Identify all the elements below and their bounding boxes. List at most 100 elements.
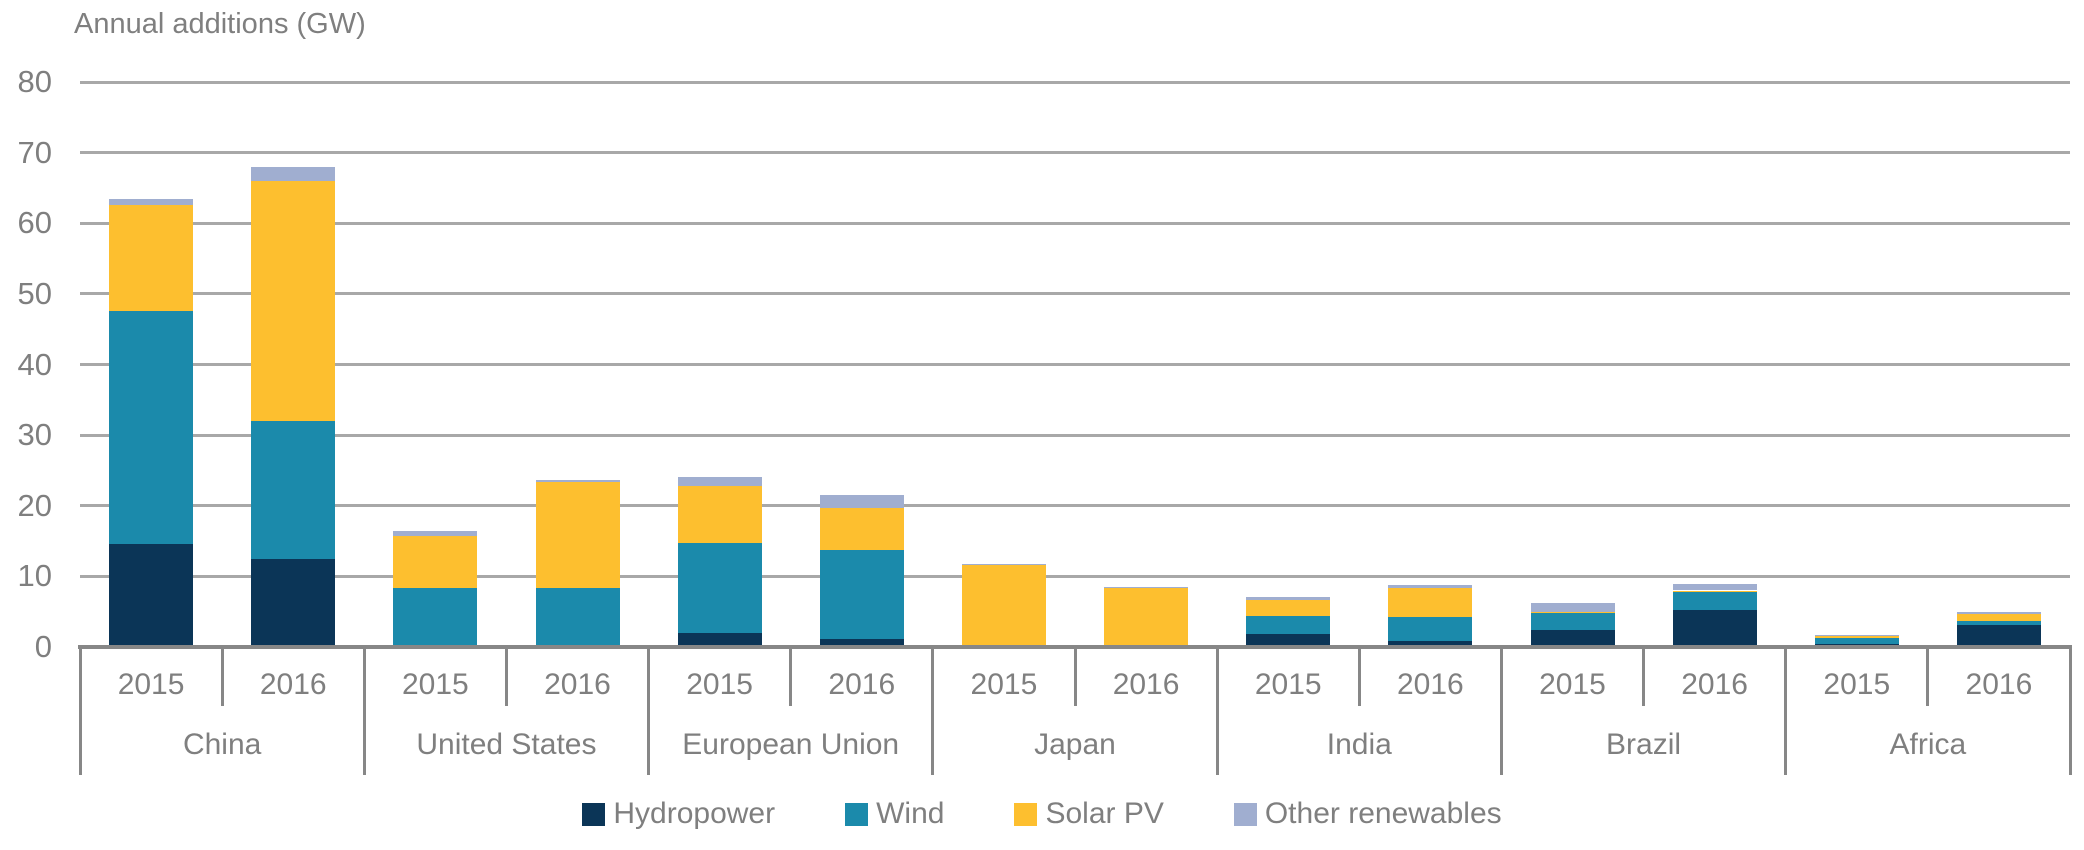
bar-segment-solar-pv: [251, 180, 336, 421]
bar-segment-other-renewables: [1814, 634, 1899, 636]
x-year-label: 2016: [1965, 668, 2033, 701]
bar-segment-other-renewables: [1672, 584, 1757, 591]
legend-swatch-hydropower: [582, 802, 606, 826]
bar-segment-wind: [677, 543, 762, 633]
year-separator-tick: [220, 647, 224, 706]
x-year-label: 2015: [1539, 668, 1606, 701]
bar-segment-other-renewables: [109, 198, 194, 205]
region-separator-tick: [647, 647, 651, 775]
x-region-label: United States: [416, 728, 597, 761]
bar-segment-solar-pv: [677, 485, 762, 544]
x-year-label: 2015: [970, 668, 1038, 701]
bar-segment-solar-pv: [109, 204, 194, 311]
bar-segment-wind: [1388, 616, 1473, 641]
x-region-label: European Union: [682, 728, 900, 761]
bar-segment-other-renewables: [251, 166, 336, 181]
bar-segment-other-renewables: [1956, 612, 2041, 614]
y-tick-label: 20: [17, 487, 52, 523]
bar-segment-wind: [1814, 637, 1899, 645]
bar-segment-other-renewables: [819, 495, 904, 508]
bar-segment-hydropower: [1388, 640, 1473, 647]
legend: Hydropower Wind Solar PV Other renewables: [0, 797, 2084, 831]
x-year-label: 2015: [1823, 668, 1891, 701]
bar-segment-wind: [1246, 615, 1331, 635]
gridline: [80, 574, 2070, 578]
bar-segment-other-renewables: [961, 563, 1046, 566]
y-tick-label: 50: [17, 275, 52, 311]
bar-segment-wind: [393, 588, 478, 647]
bar-segment-wind: [1672, 591, 1757, 610]
bar-segment-solar-pv: [535, 481, 620, 589]
gridline: [80, 221, 2070, 225]
region-separator-tick: [1499, 647, 1503, 775]
year-separator-tick: [504, 647, 508, 706]
x-year-label: 2016: [1396, 668, 1464, 701]
bar-segment-hydropower: [1672, 609, 1757, 647]
legend-label: Other renewables: [1264, 797, 1502, 830]
bar-segment-other-renewables: [677, 476, 762, 486]
region-separator-tick: [362, 647, 366, 775]
bar-segment-other-renewables: [1246, 596, 1331, 600]
bar-segment-hydropower: [819, 638, 904, 647]
gridline: [80, 292, 2070, 296]
bar-segment-hydropower: [109, 543, 194, 647]
x-year-label: 2015: [686, 668, 753, 701]
bar-segment-wind: [1956, 620, 2041, 626]
bar-segment-solar-pv: [819, 507, 904, 551]
x-region-label: India: [1326, 728, 1392, 761]
bar-segment-solar-pv: [1246, 599, 1331, 616]
gridline: [80, 504, 2070, 508]
chart-title: Annual additions (GW): [74, 8, 366, 40]
region-separator-tick: [78, 647, 82, 775]
year-separator-tick: [1642, 647, 1646, 706]
bar-segment-other-renewables: [535, 479, 620, 482]
y-tick-label: 0: [34, 629, 52, 664]
legend-label: Wind: [876, 797, 945, 830]
bar-segment-wind: [819, 550, 904, 639]
gridline: [80, 151, 2070, 155]
year-separator-tick: [1357, 647, 1361, 706]
bar-segment-hydropower: [1956, 625, 2041, 647]
y-tick-label: 40: [17, 346, 52, 382]
x-year-label: 2016: [1681, 668, 1748, 701]
region-separator-tick: [1215, 647, 1219, 775]
y-tick-label: 60: [17, 205, 52, 241]
bar-segment-hydropower: [251, 558, 336, 647]
x-year-label: 2016: [1112, 668, 1180, 701]
x-region-label: Africa: [1889, 728, 1967, 761]
gridline: [80, 433, 2070, 437]
x-year-label: 2015: [1254, 668, 1322, 701]
legend-item-wind: Wind: [845, 797, 944, 831]
year-separator-tick: [1073, 647, 1077, 706]
bar-segment-other-renewables: [1530, 603, 1615, 612]
year-separator-tick: [1926, 647, 1930, 706]
legend-item-solar-pv: Solar PV: [1014, 797, 1164, 831]
x-year-label: 2015: [117, 668, 185, 701]
year-separator-tick: [789, 647, 793, 706]
bar-segment-solar-pv: [1814, 635, 1899, 638]
bar-segment-solar-pv: [1530, 611, 1615, 613]
gridline: [80, 80, 2070, 84]
legend-item-other-renewables: Other renewables: [1233, 797, 1502, 831]
x-region-label: Japan: [1034, 728, 1116, 761]
bar-segment-wind: [251, 421, 336, 559]
bar-segment-solar-pv: [1388, 588, 1473, 617]
bar-segment-other-renewables: [1104, 586, 1189, 589]
bar-segment-hydropower: [677, 632, 762, 647]
x-year-label: 2016: [828, 668, 896, 701]
bar-segment-wind: [1530, 612, 1615, 631]
bar-segment-hydropower: [1530, 630, 1615, 647]
y-tick-label: 10: [17, 558, 52, 594]
bar-segment-solar-pv: [1672, 590, 1757, 592]
bar-segment-solar-pv: [1956, 613, 2041, 621]
x-year-label: 2016: [259, 668, 327, 701]
bar-segment-hydropower: [1246, 634, 1331, 647]
bar-segment-solar-pv: [961, 565, 1046, 645]
region-separator-tick: [931, 647, 935, 775]
bar-segment-solar-pv: [393, 536, 478, 589]
y-tick-label: 30: [17, 417, 52, 453]
x-region-label: Brazil: [1606, 728, 1682, 761]
region-separator-tick: [1784, 647, 1788, 775]
legend-label: Solar PV: [1045, 797, 1164, 830]
